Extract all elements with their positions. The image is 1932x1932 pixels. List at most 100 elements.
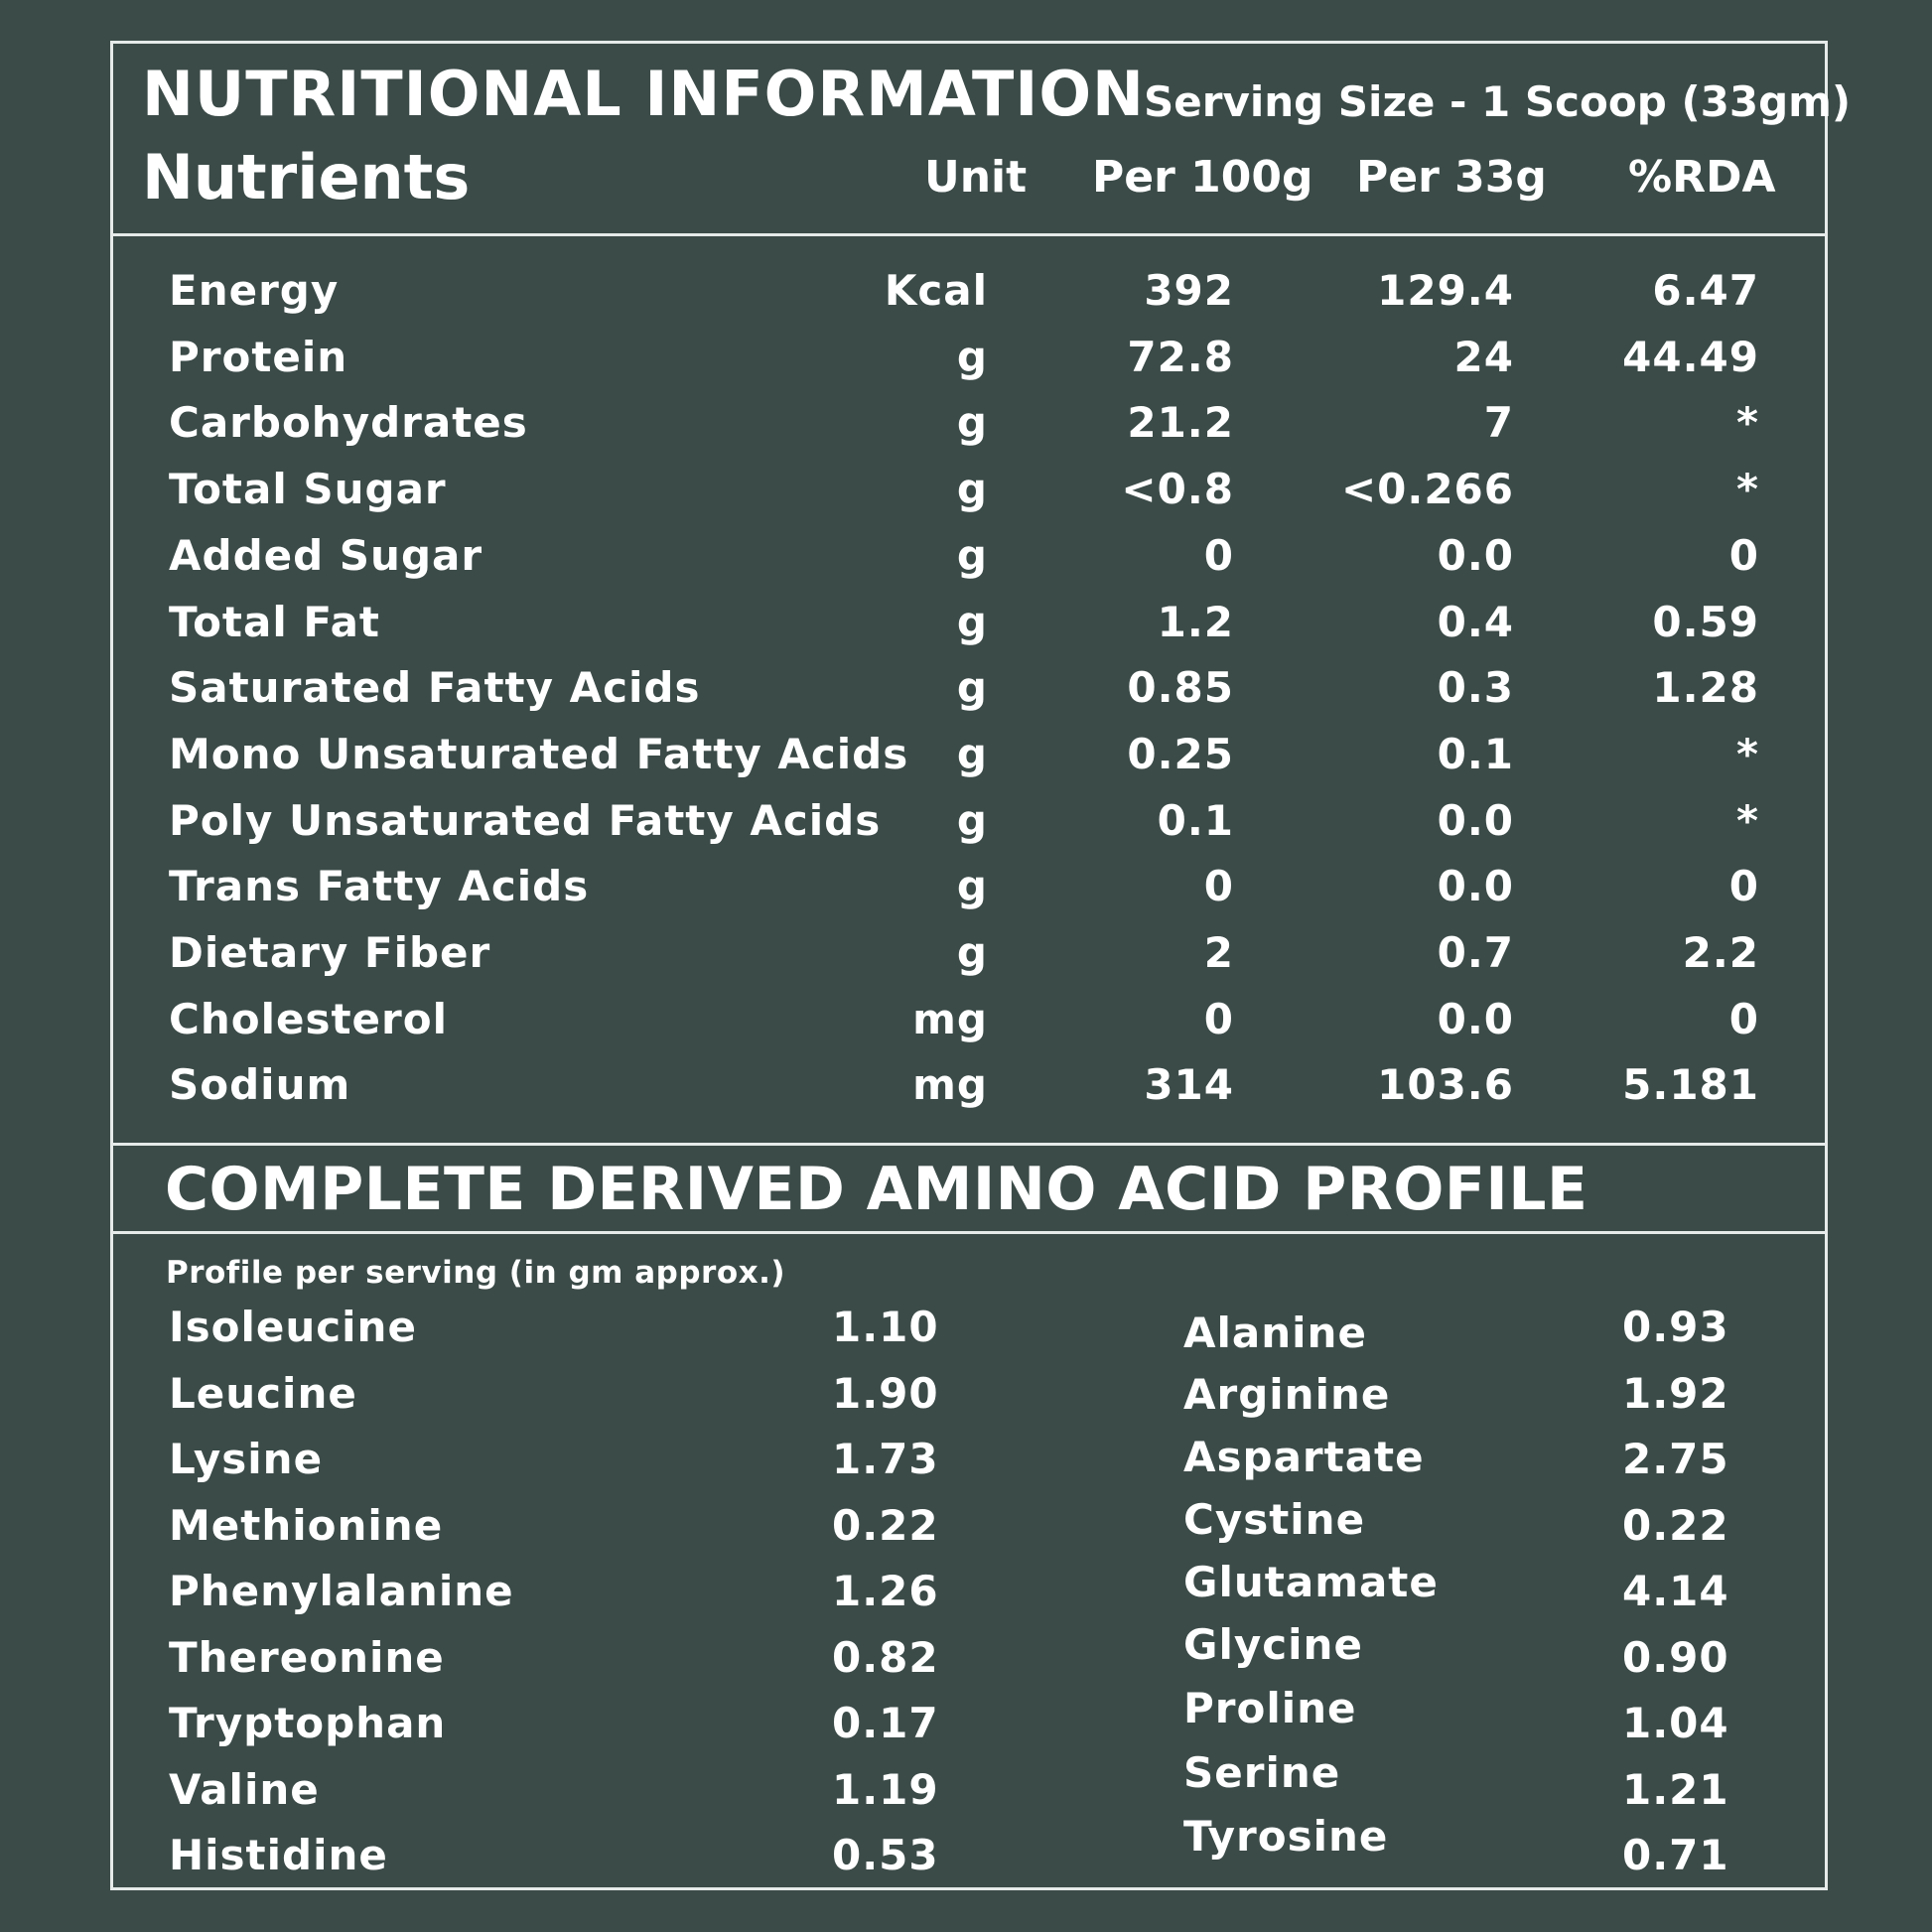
nutrient-per100-cell: 2	[1203, 928, 1234, 977]
nutrient-rda-cell: 2.2	[1682, 928, 1759, 977]
amino-value-cell: 0.71	[1622, 1831, 1729, 1879]
amino-name-cell: Arginine	[1183, 1370, 1391, 1419]
nutrient-name-cell: Carbohydrates	[169, 398, 528, 447]
amino-value-cell: 0.90	[1622, 1633, 1729, 1682]
nutrient-per100-cell: 72.8	[1127, 333, 1234, 381]
nutrient-unit-cell: mg	[912, 995, 988, 1043]
nutrient-per33-cell: 0.1	[1437, 730, 1514, 778]
nutrient-name-cell: Energy	[169, 266, 340, 315]
serving-size: Serving Size - 1 Scoop (33gm)	[1144, 77, 1852, 126]
amino-value-cell: 0.22	[832, 1501, 939, 1550]
nutrient-rda-cell: *	[1736, 465, 1759, 513]
nutrient-per100-cell: 0	[1203, 995, 1234, 1043]
amino-name-cell: Glycine	[1183, 1620, 1363, 1669]
amino-subtitle: Profile per serving (in gm approx.)	[166, 1255, 786, 1291]
amino-value-cell: 4.14	[1622, 1567, 1729, 1615]
nutrient-per100-cell: 0	[1203, 531, 1234, 580]
nutrition-title: NUTRITIONAL INFORMATION	[142, 58, 1145, 130]
amino-header-divider	[113, 1231, 1825, 1234]
nutrient-rda-cell: 0.59	[1652, 598, 1759, 646]
nutrient-name-cell: Total Fat	[169, 598, 381, 646]
nutrient-name-cell: Mono Unsaturated Fatty Acids	[169, 730, 909, 778]
nutrient-per100-cell: 0	[1203, 862, 1234, 910]
nutrient-rda-cell: *	[1736, 796, 1759, 845]
nutrient-rda-cell: 44.49	[1622, 333, 1759, 381]
nutrient-per100-cell: 0.25	[1127, 730, 1234, 778]
nutrient-unit-cell: g	[956, 333, 988, 381]
nutrient-unit-cell: g	[956, 663, 988, 712]
nutrient-per33-cell: <0.266	[1340, 465, 1514, 513]
nutrient-unit-cell: g	[956, 531, 988, 580]
nutrient-rda-cell: 6.47	[1652, 266, 1759, 315]
amino-name-cell: Proline	[1183, 1684, 1357, 1732]
amino-value-cell: 0.53	[832, 1831, 939, 1879]
amino-name-cell: Methionine	[169, 1501, 444, 1550]
nutrient-per100-cell: <0.8	[1121, 465, 1234, 513]
nutrient-per33-cell: 7	[1483, 398, 1514, 447]
nutrition-panel	[110, 41, 1828, 1890]
nutrient-rda-cell: 1.28	[1652, 663, 1759, 712]
nutrient-name-cell: Cholesterol	[169, 995, 448, 1043]
amino-value-cell: 1.92	[1622, 1369, 1729, 1418]
amino-value-cell: 1.26	[832, 1567, 939, 1615]
nutrient-per33-cell: 24	[1453, 333, 1514, 381]
nutrient-unit-cell: g	[956, 796, 988, 845]
section-divider	[113, 1143, 1825, 1146]
amino-value-cell: 1.90	[832, 1369, 939, 1418]
nutrient-unit-cell: g	[956, 862, 988, 910]
nutrient-rda-cell: *	[1736, 730, 1759, 778]
amino-name-cell: Glutamate	[1183, 1558, 1439, 1606]
header-divider	[113, 233, 1825, 236]
nutrient-name-cell: Sodium	[169, 1060, 351, 1109]
amino-name-cell: Tryptophan	[169, 1699, 447, 1747]
amino-name-cell: Tyrosine	[1183, 1812, 1389, 1861]
nutrient-per100-cell: 0.1	[1157, 796, 1234, 845]
nutrient-per33-cell: 0.0	[1437, 862, 1514, 910]
amino-name-cell: Cystine	[1183, 1495, 1366, 1544]
nutrient-per33-cell: 0.7	[1437, 928, 1514, 977]
amino-name-cell: Valine	[169, 1765, 320, 1814]
nutrient-unit-cell: Kcal	[884, 266, 988, 315]
nutrient-rda-cell: *	[1736, 398, 1759, 447]
nutrient-per33-cell: 0.0	[1437, 531, 1514, 580]
amino-name-cell: Serine	[1183, 1748, 1341, 1797]
nutrient-unit-cell: mg	[912, 1060, 988, 1109]
amino-value-cell: 1.10	[832, 1303, 939, 1351]
amino-name-cell: Isoleucine	[169, 1303, 417, 1351]
nutrient-rda-cell: 0	[1728, 995, 1759, 1043]
amino-value-cell: 1.73	[832, 1435, 939, 1483]
nutrient-per100-cell: 392	[1144, 266, 1234, 315]
nutrient-per100-cell: 1.2	[1157, 598, 1234, 646]
unit-column-header: Unit	[924, 152, 1028, 203]
amino-value-cell: 1.04	[1622, 1699, 1729, 1747]
amino-value-cell: 1.19	[832, 1765, 939, 1814]
amino-name-cell: Leucine	[169, 1369, 357, 1418]
rda-column-header: %RDA	[1628, 152, 1776, 203]
nutrient-rda-cell: 0	[1728, 862, 1759, 910]
amino-value-cell: 0.17	[832, 1699, 939, 1747]
per33-column-header: Per 33g	[1356, 152, 1547, 203]
nutrient-name-cell: Added Sugar	[169, 531, 483, 580]
nutrient-per100-cell: 21.2	[1127, 398, 1234, 447]
amino-value-cell: 0.22	[1622, 1501, 1729, 1550]
nutrient-per33-cell: 103.6	[1377, 1060, 1514, 1109]
nutrient-name-cell: Trans Fatty Acids	[169, 862, 590, 910]
nutrient-per100-cell: 0.85	[1127, 663, 1234, 712]
nutrient-name-cell: Dietary Fiber	[169, 928, 491, 977]
amino-name-cell: Alanine	[1183, 1309, 1367, 1357]
per100-column-header: Per 100g	[1092, 152, 1313, 203]
nutrient-unit-cell: g	[956, 598, 988, 646]
nutrient-name-cell: Saturated Fatty Acids	[169, 663, 701, 712]
nutrient-per100-cell: 314	[1144, 1060, 1234, 1109]
nutrient-name-cell: Poly Unsaturated Fatty Acids	[169, 796, 882, 845]
nutrient-unit-cell: g	[956, 465, 988, 513]
nutrient-unit-cell: g	[956, 730, 988, 778]
nutrient-per33-cell: 0.3	[1437, 663, 1514, 712]
nutrient-per33-cell: 129.4	[1377, 266, 1514, 315]
amino-name-cell: Histidine	[169, 1831, 388, 1879]
amino-value-cell: 2.75	[1622, 1435, 1729, 1483]
nutrient-per33-cell: 0.4	[1437, 598, 1514, 646]
nutrient-unit-cell: g	[956, 398, 988, 447]
amino-value-cell: 0.93	[1622, 1303, 1729, 1351]
amino-title: COMPLETE DERIVED AMINO ACID PROFILE	[165, 1155, 1588, 1224]
